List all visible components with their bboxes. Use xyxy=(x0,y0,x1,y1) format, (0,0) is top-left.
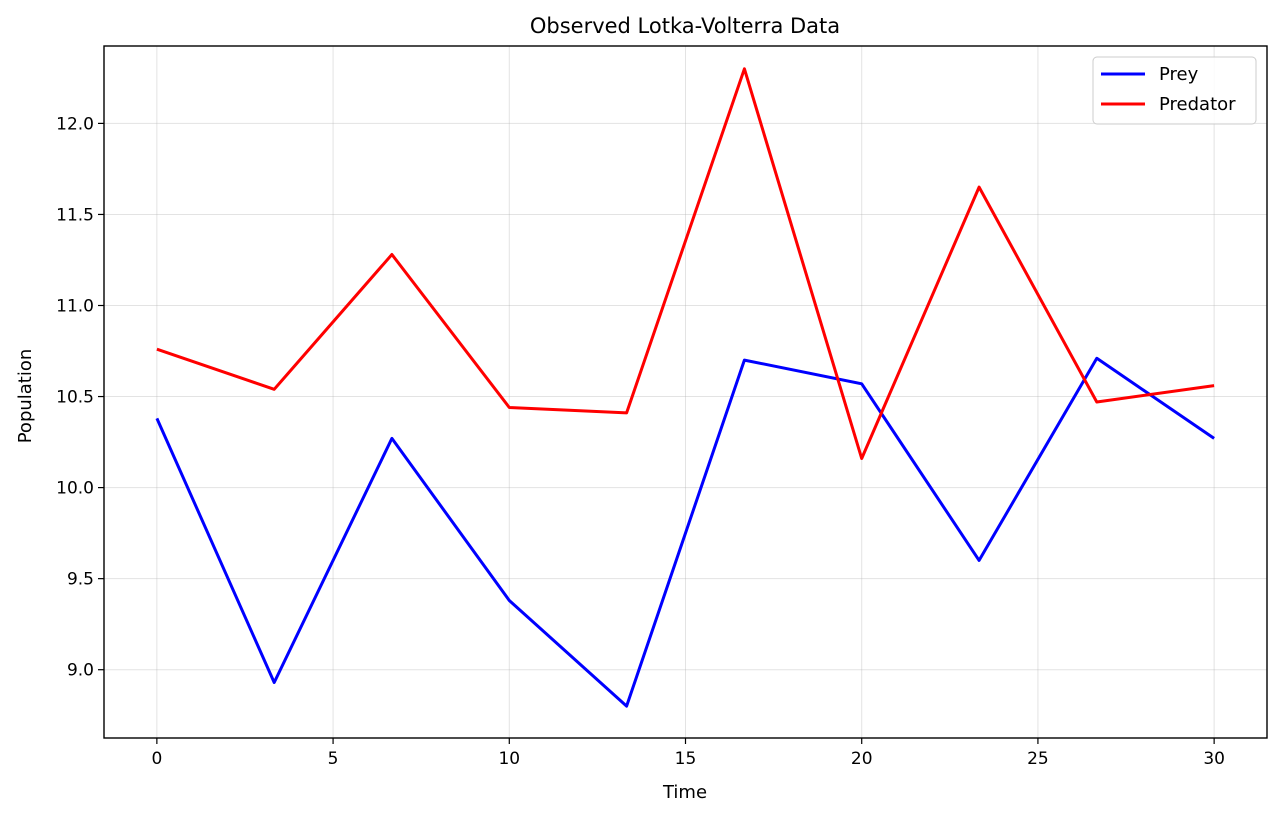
x-tick-label: 25 xyxy=(1027,749,1049,769)
legend: Prey Predator xyxy=(1092,56,1257,125)
chart-title: Observed Lotka-Volterra Data xyxy=(530,14,840,38)
series-line-predator xyxy=(156,67,1215,460)
y-tick-label: 11.0 xyxy=(56,297,94,317)
x-tick-label: 15 xyxy=(675,749,697,769)
y-tick-label: 9.5 xyxy=(67,570,94,590)
x-tick-label: 10 xyxy=(498,749,520,769)
x-tick-label: 20 xyxy=(851,749,873,769)
y-tick-label: 9.0 xyxy=(67,661,94,681)
series-line-prey xyxy=(155,356,1215,708)
x-tick-label: 0 xyxy=(151,749,162,769)
y-tick-label: 10.5 xyxy=(56,388,94,408)
y-axis-label: Population xyxy=(15,349,36,444)
grid xyxy=(104,46,1267,738)
y-tick-label: 11.5 xyxy=(56,205,94,225)
x-tick-label: 5 xyxy=(328,749,339,769)
y-tick-label: 10.0 xyxy=(56,479,94,499)
series-group xyxy=(155,67,1215,708)
legend-label-predator: Predator xyxy=(1159,94,1236,115)
x-tick-label: 30 xyxy=(1203,749,1225,769)
y-tick-label: 12.0 xyxy=(56,114,94,134)
x-axis-label: Time xyxy=(662,782,707,803)
legend-label-prey: Prey xyxy=(1159,64,1199,85)
axis-ticks: 0 5 10 15 20 25 30 9.0 9.5 10.0 10.5 11.0 11.5 12.0 xyxy=(56,114,1225,769)
